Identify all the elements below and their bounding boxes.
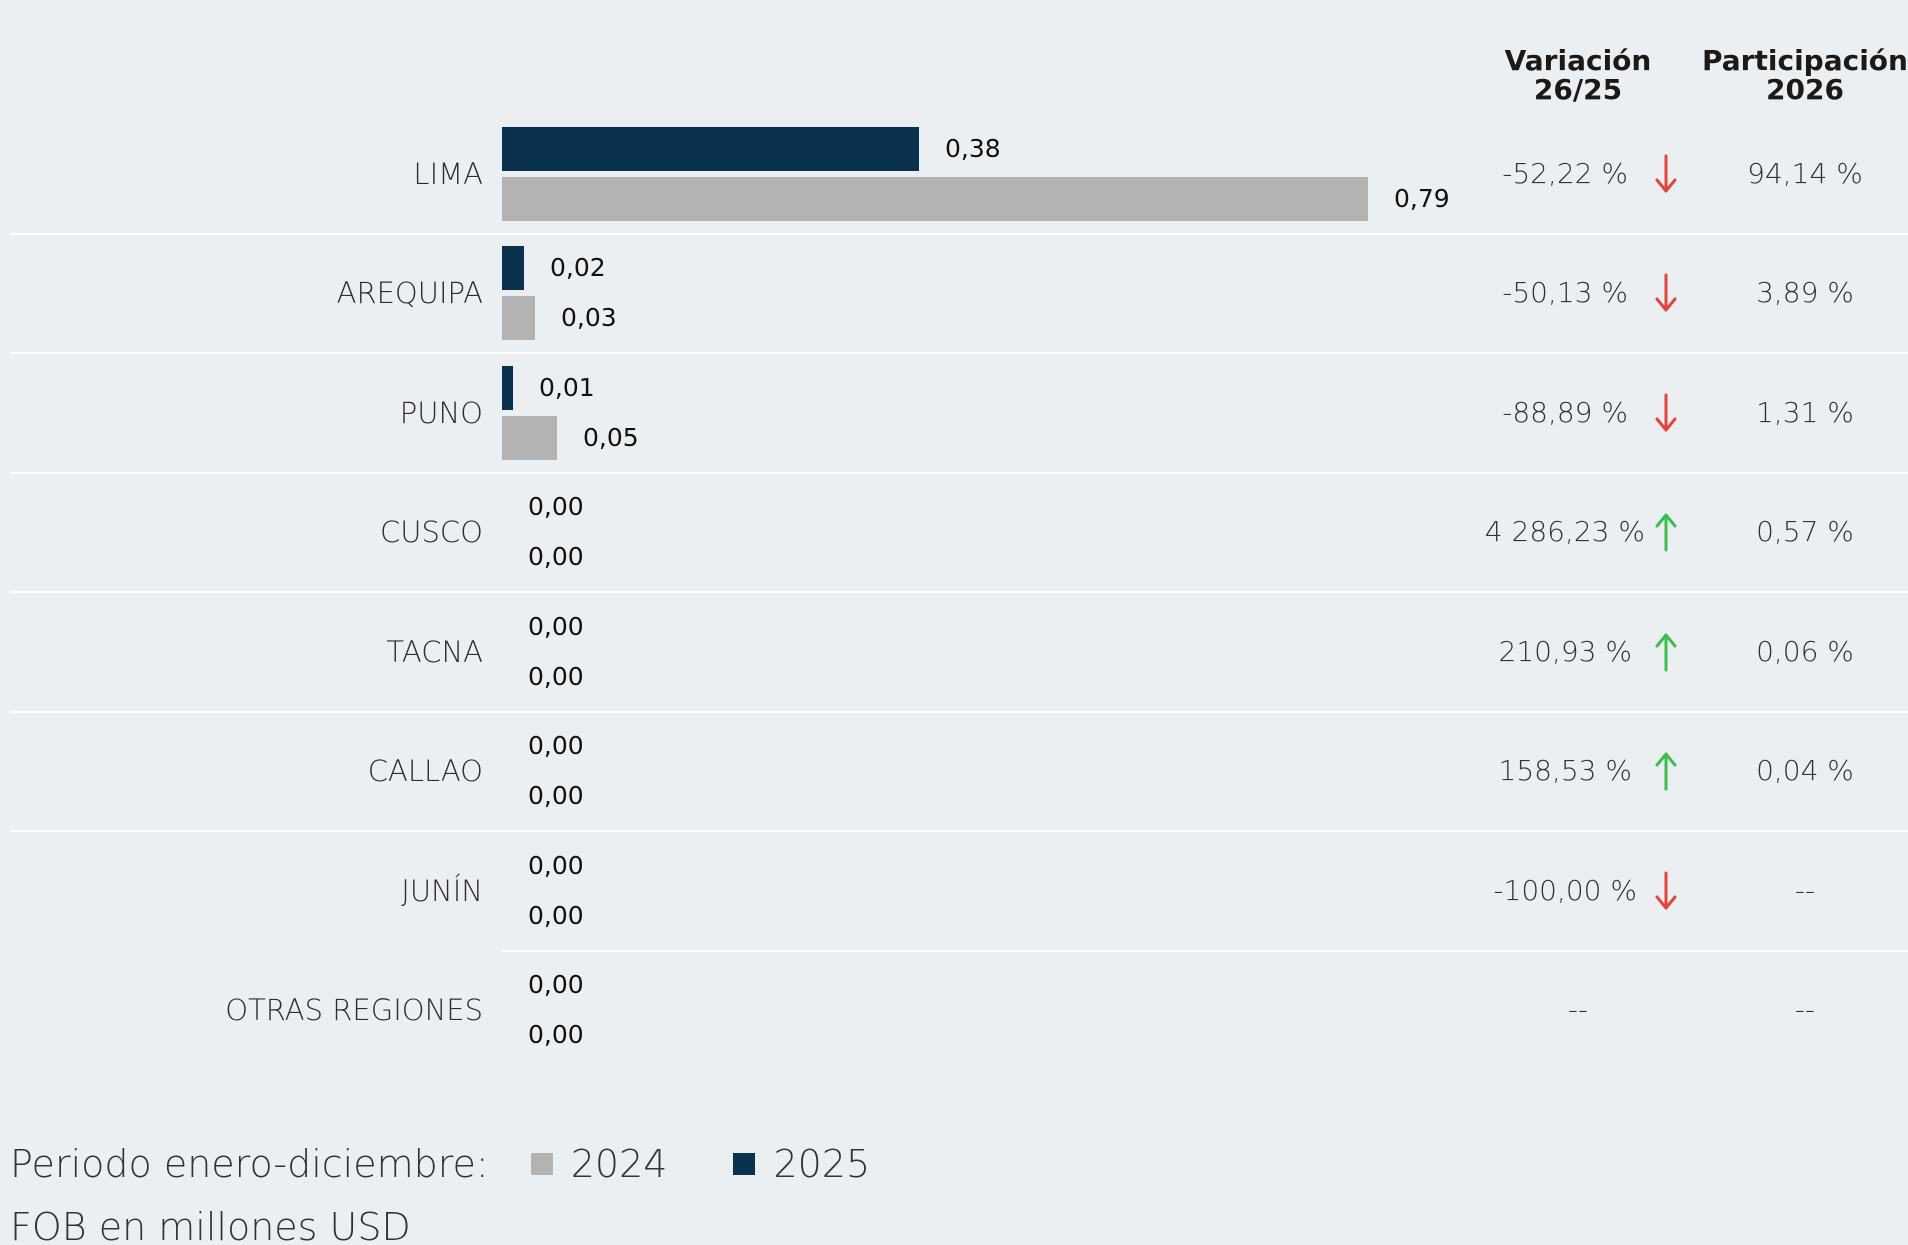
- participation-header-line2: 2026: [1766, 73, 1844, 106]
- region-label: CALLAO: [367, 754, 483, 789]
- region-label: PUNO: [399, 395, 483, 430]
- bar-value-label-2024: 0,00: [528, 1020, 584, 1050]
- participation-value: --: [1794, 993, 1816, 1027]
- variation-value: --: [1567, 993, 1589, 1027]
- region-label: OTRAS REGIONES: [225, 993, 483, 1028]
- bar-value-label-2024: 0,05: [583, 422, 639, 452]
- region-label: AREQUIPA: [336, 276, 483, 311]
- legend-swatch-2025: [733, 1153, 756, 1175]
- legend-swatch-2024: [530, 1153, 553, 1175]
- arrow-down-icon: [1655, 154, 1677, 193]
- legend: Periodo enero-diciembre: 2024 2025: [10, 1142, 870, 1186]
- bar-2025: [502, 126, 919, 171]
- variation-column-header: Variación 26/25: [1478, 46, 1678, 104]
- variation-value: -50,13 %: [1502, 276, 1628, 310]
- participation-value: --: [1794, 873, 1816, 907]
- legend-prefix: Periodo enero-diciembre:: [10, 1142, 489, 1186]
- bar-value-label-2024: 0,00: [528, 661, 584, 691]
- arrow-down-icon: [1655, 273, 1677, 312]
- bar-value-label-2025: 0,00: [528, 492, 584, 522]
- bar-2025: [502, 365, 513, 410]
- participation-column-header: Participación 2026: [1700, 46, 1908, 104]
- region-label: CUSCO: [380, 515, 483, 550]
- participation-value: 0,06 %: [1756, 634, 1854, 668]
- region-label: LIMA: [413, 156, 483, 191]
- row-separator: [10, 232, 1908, 235]
- arrow-down-icon: [1655, 871, 1677, 910]
- bar-value-label-2024: 0,00: [528, 781, 584, 811]
- variation-value: 210,93 %: [1498, 634, 1632, 668]
- participation-value: 0,04 %: [1756, 754, 1854, 788]
- region-label: JUNÍN: [401, 873, 483, 908]
- participation-value: 94,14 %: [1747, 156, 1863, 190]
- variation-header-line2: 26/25: [1533, 73, 1623, 106]
- participation-value: 0,57 %: [1756, 515, 1854, 549]
- legend-item-2025: 2025: [733, 1142, 870, 1186]
- bar-2024: [502, 296, 535, 341]
- bar-2024: [502, 176, 1368, 221]
- bar-value-label-2025: 0,01: [539, 372, 595, 402]
- arrow-up-icon: [1655, 513, 1677, 552]
- bar-value-label-2024: 0,00: [528, 542, 584, 572]
- bar-2025: [502, 246, 524, 291]
- variation-value: -52,22 %: [1502, 156, 1628, 190]
- bar-2024: [502, 415, 557, 460]
- bar-value-label-2024: 0,00: [528, 900, 584, 930]
- participation-value: 1,31 %: [1756, 395, 1854, 429]
- arrow-down-icon: [1655, 393, 1677, 432]
- variation-value: -88,89 %: [1502, 395, 1628, 429]
- legend-item-2024: 2024: [530, 1142, 668, 1186]
- bar-value-label-2024: 0,03: [561, 303, 617, 333]
- bar-value-label-2025: 0,38: [945, 133, 1001, 163]
- row-separator: [10, 352, 1908, 354]
- variation-header-line1: Variación: [1504, 44, 1652, 77]
- legend-label-2024: 2024: [570, 1142, 668, 1186]
- bar-value-label-2025: 0,02: [550, 253, 606, 283]
- bar-value-label-2025: 0,00: [528, 611, 584, 641]
- variation-value: 4 286,23 %: [1484, 515, 1645, 549]
- arrow-up-icon: [1655, 633, 1677, 672]
- row-separator: [10, 710, 1908, 713]
- participation-value: 3,89 %: [1756, 276, 1854, 310]
- arrow-up-icon: [1655, 752, 1677, 791]
- bar-value-label-2025: 0,00: [528, 731, 584, 761]
- row-separator: [10, 591, 1908, 593]
- legend-label-2025: 2025: [773, 1142, 871, 1186]
- variation-value: 158,53 %: [1498, 754, 1632, 788]
- bar-value-label-2025: 0,00: [528, 850, 584, 880]
- bar-value-label-2024: 0,79: [1394, 183, 1450, 213]
- region-label: TACNA: [386, 634, 483, 669]
- variation-value: -100,00 %: [1493, 873, 1637, 907]
- participation-header-line1: Participación: [1702, 44, 1908, 77]
- row-separator: [10, 471, 1908, 474]
- row-separator: [10, 830, 1908, 832]
- unit-note: FOB en millones USD: [10, 1205, 411, 1245]
- row-separator: [502, 949, 1908, 952]
- bar-value-label-2025: 0,00: [528, 970, 584, 1000]
